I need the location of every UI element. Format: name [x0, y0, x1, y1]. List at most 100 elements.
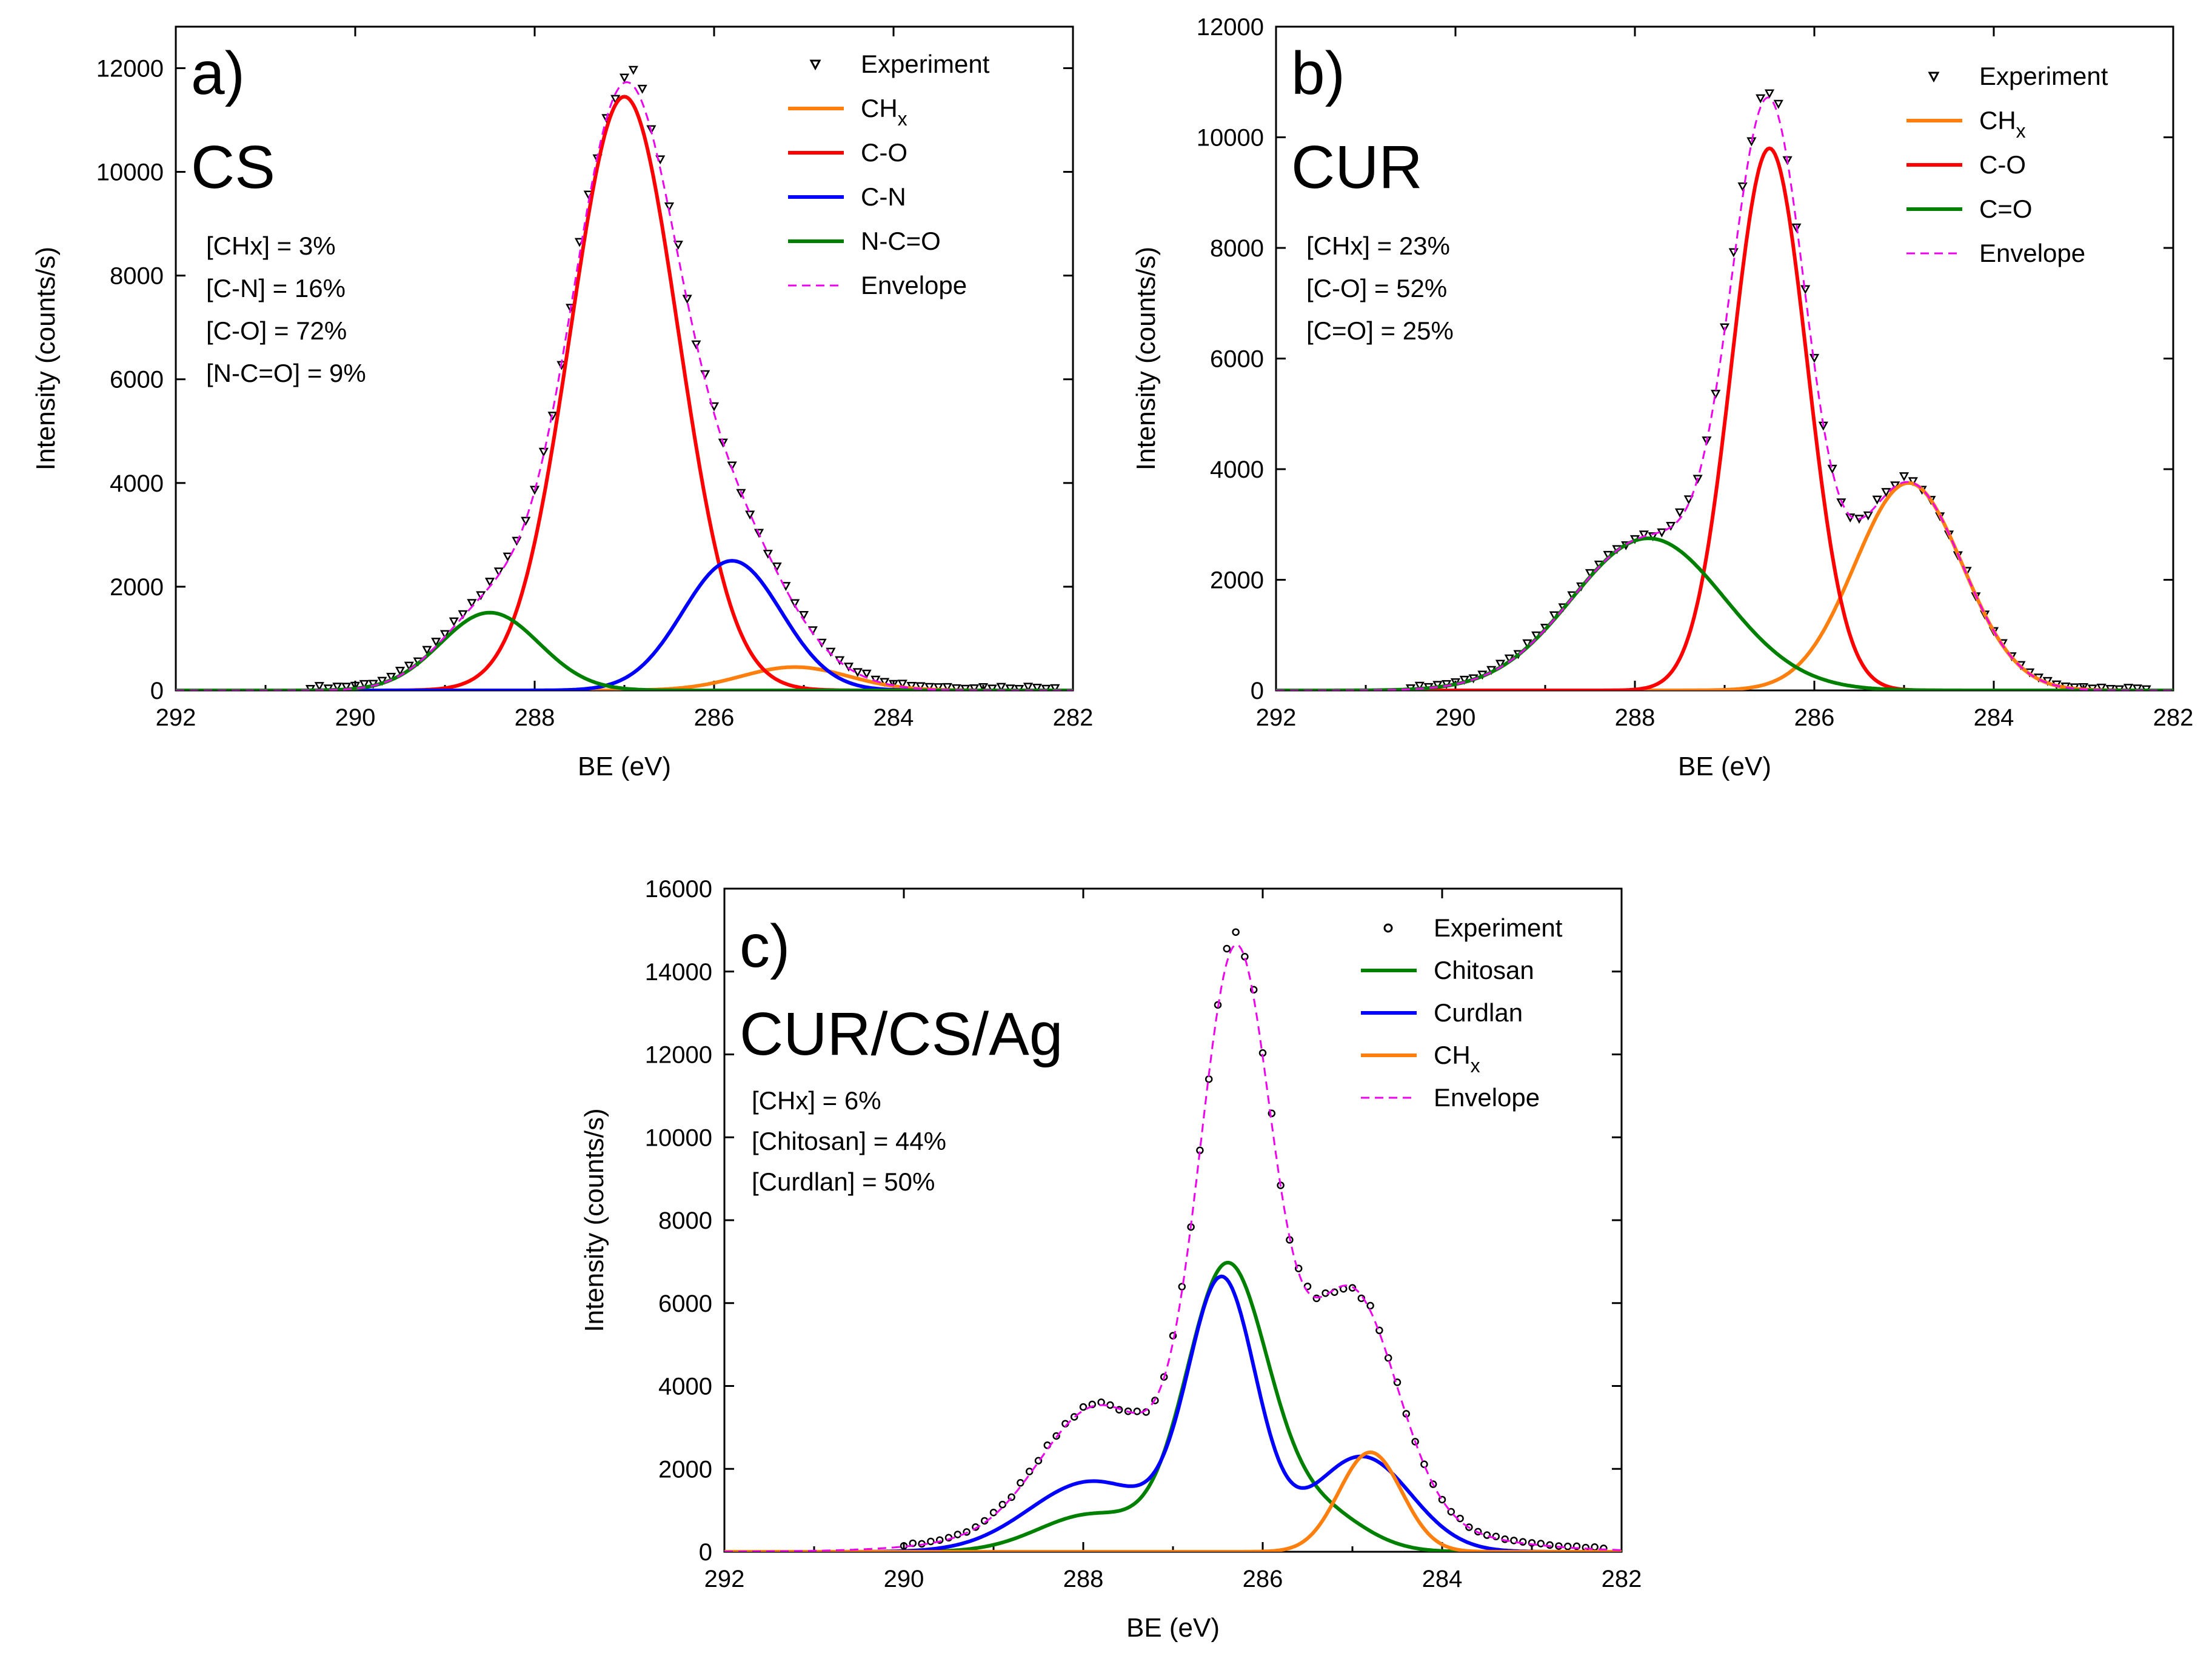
experiment-point: [1510, 1537, 1518, 1544]
legend-label: CHx: [1434, 1041, 1480, 1077]
x-tick-label: 290: [884, 1566, 924, 1592]
experiment-point: [1711, 390, 1721, 399]
experiment-point: [1294, 1264, 1303, 1272]
y-axis-title: Intensity (counts/s): [580, 1108, 609, 1332]
composition-annotation: [C=O] = 25%: [1306, 316, 1454, 345]
experiment-point: [628, 65, 638, 75]
y-tick-label: 0: [150, 678, 164, 704]
experiment-point: [1214, 1001, 1222, 1009]
experiment-point: [1836, 498, 1846, 508]
y-axis-title: Intensity (counts/s): [1131, 247, 1161, 470]
experiment-point: [619, 73, 630, 83]
y-tick-label: 10000: [96, 159, 164, 186]
experiment-point: [467, 599, 477, 609]
experiment-point: [1303, 1282, 1312, 1291]
y-tick-label: 6000: [658, 1291, 712, 1317]
legend-label: C=O: [1979, 195, 2033, 223]
experiment-point: [963, 1528, 971, 1536]
experiment-point: [2078, 683, 2089, 690]
composition-annotation: [CHx] = 6%: [752, 1086, 881, 1115]
experiment-point: [1563, 1542, 1572, 1551]
experiment-point: [1528, 1539, 1536, 1547]
x-tick-label: 290: [1435, 704, 1476, 731]
composition-annotation: [N-C=O] = 9%: [206, 359, 366, 387]
y-tick-label: 16000: [645, 876, 712, 903]
experiment-point: [1384, 1354, 1392, 1362]
legend-label: Chitosan: [1434, 956, 1534, 984]
y-axis-title: Intensity (counts/s): [31, 247, 61, 470]
composition-annotation: [C-N] = 16%: [206, 274, 346, 302]
experiment-point: [341, 683, 352, 690]
experiment-point: [790, 599, 800, 609]
experiment-point: [745, 510, 755, 520]
experiment-point: [2123, 684, 2134, 690]
legend-label: Envelope: [1434, 1083, 1540, 1112]
experiment-point: [1683, 495, 1694, 505]
legend-marker-experiment: [1383, 923, 1393, 933]
y-tick-label: 2000: [658, 1456, 712, 1483]
legend-label: Envelope: [1979, 239, 2085, 267]
experiment-point: [942, 683, 952, 690]
experiment-point: [484, 578, 495, 587]
experiment-point: [521, 516, 531, 526]
plot-frame: [1275, 25, 2174, 692]
curves-group: [176, 65, 1073, 690]
component-curve-c-o: [1276, 536, 2173, 690]
component-curve-c-o: [1276, 146, 2173, 690]
composition-annotation: [CHx] = 23%: [1306, 232, 1450, 260]
x-tick-label: 290: [335, 704, 376, 731]
y-tick-label: 4000: [110, 470, 164, 497]
panel-label: c): [740, 912, 790, 980]
experiment-point: [989, 1509, 998, 1517]
experiment-point: [852, 668, 863, 678]
experiment-point: [503, 552, 513, 562]
experiment-point: [395, 666, 406, 676]
experiment-point: [1773, 99, 1783, 109]
experiment-point: [1719, 323, 1730, 333]
x-tick-label: 288: [515, 704, 555, 731]
experiment-point: [1657, 528, 1667, 538]
experiment-point: [933, 683, 944, 690]
component-curve-c-o: [176, 95, 1073, 690]
experiment-point: [1639, 530, 1649, 540]
experiment-point: [314, 682, 324, 690]
legend-label: C-N: [861, 182, 906, 211]
experiment-point: [529, 486, 540, 495]
experiment-point: [664, 202, 675, 212]
experiment-point: [978, 683, 989, 690]
legend-label-subscript: x: [2016, 120, 2026, 142]
y-tick-label: 12000: [645, 1042, 712, 1069]
x-tick-label: 286: [1794, 704, 1835, 731]
experiment-point: [1674, 508, 1685, 518]
x-tick-label: 282: [2153, 704, 2194, 731]
y-tick-label: 8000: [658, 1207, 712, 1234]
experiment-point: [1420, 1460, 1428, 1468]
experiment-point: [1447, 1508, 1455, 1516]
x-axis-title: BE (eV): [1126, 1613, 1220, 1643]
legend-label: Experiment: [861, 50, 990, 78]
chart-panel-b: 292 290 288 286 284 282 0 2000 4000 6000 8000 10000…: [1131, 14, 2194, 781]
x-tick-label: 286: [694, 704, 735, 731]
component-curve-chx: [1276, 481, 2173, 690]
experiment-point: [1070, 1413, 1078, 1421]
experiment-point: [1115, 1406, 1123, 1414]
legend-label: CHx: [861, 94, 907, 130]
x-tick-label: 292: [156, 704, 196, 731]
x-tick-label: 284: [1422, 1566, 1463, 1592]
experiment-point: [538, 447, 549, 457]
experiment-point: [1050, 684, 1060, 690]
component-curve-c-n: [176, 559, 1073, 690]
y-tick-label: 12000: [96, 55, 164, 82]
experiment-point: [1495, 660, 1506, 669]
experiment-point: [1692, 475, 1703, 484]
component-curve-chitosan: [724, 1260, 1622, 1552]
experiment-point: [897, 680, 907, 689]
experiment-point: [772, 562, 782, 572]
y-tick-label: 8000: [1210, 235, 1264, 262]
experiment-point: [422, 646, 432, 655]
experiment-point: [386, 672, 396, 682]
panel-label: b): [1291, 39, 1345, 107]
x-axis-title: BE (eV): [1678, 752, 1771, 781]
experiment-point: [843, 663, 854, 672]
curves-group: [1276, 89, 2173, 690]
